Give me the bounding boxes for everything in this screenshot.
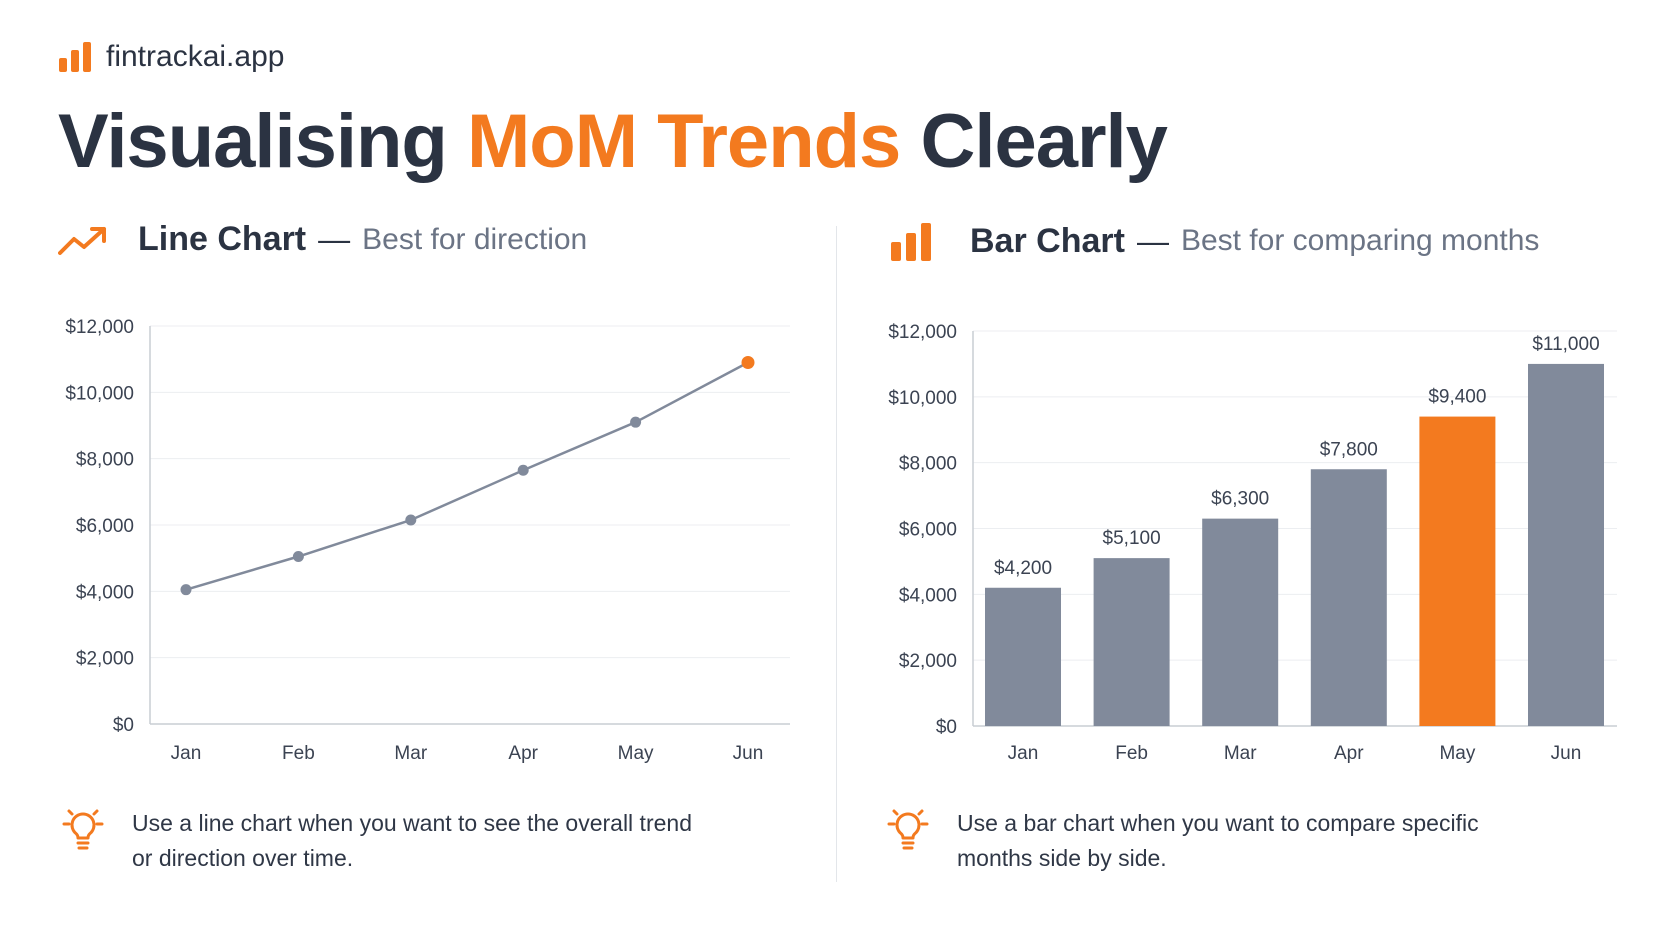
line-chart-subtitle: Best for direction xyxy=(362,222,588,256)
bar-chart-icon xyxy=(59,42,91,72)
bar-chart-x-label: Mar xyxy=(1224,743,1257,764)
bar-chart-subtitle: Best for comparing months xyxy=(1180,224,1540,257)
bar-chart-y-tick-label: $10,000 xyxy=(888,388,957,409)
bar-chart-x-label: Feb xyxy=(1115,743,1148,764)
bar-mar xyxy=(1202,518,1279,726)
title-part-1: Visualising xyxy=(58,99,467,184)
bar-chart-icon xyxy=(891,223,931,261)
line-chart-x-label: May xyxy=(618,743,654,764)
line-chart-x-label: Apr xyxy=(508,743,538,764)
line-chart-y-tick-label: $6,000 xyxy=(76,516,134,537)
line-chart-point-feb xyxy=(292,551,304,563)
line-chart-point-jun xyxy=(741,355,755,369)
line-chart-x-label: Mar xyxy=(394,743,427,764)
bar-data-label: $4,200 xyxy=(994,558,1052,579)
bar-data-label: $6,300 xyxy=(1211,489,1269,510)
line-chart-y-tick-label: $12,000 xyxy=(65,317,134,338)
line-chart-point-apr xyxy=(517,464,529,476)
bar-data-label: $7,800 xyxy=(1320,439,1378,460)
line-chart-series-line xyxy=(185,361,749,591)
title-highlight: MoM Trends xyxy=(466,99,901,184)
brand-name: fintrackai.app xyxy=(106,40,285,73)
line-chart-point-may xyxy=(630,416,642,428)
line-chart-x-label: Feb xyxy=(282,743,315,764)
bar-chart-y-tick-label: $8,000 xyxy=(899,454,957,475)
line-chart-y-tick-label: $4,000 xyxy=(76,582,134,603)
line-chart-dash: — xyxy=(318,221,351,257)
bar-chart-x-label: Jan xyxy=(1008,743,1039,764)
bar-chart-x-label: Apr xyxy=(1334,743,1364,764)
page-title: Visualising MoM Trends Clearly xyxy=(58,98,1168,185)
bar-chart-y-tick-label: $2,000 xyxy=(899,651,957,672)
bar-data-label: $9,400 xyxy=(1428,387,1486,408)
bar-chart-title: Bar Chart xyxy=(970,221,1125,260)
line-chart-point-jan xyxy=(180,584,192,596)
line-chart-tip: Use a line chart when you want to see th… xyxy=(60,806,692,876)
bar-may xyxy=(1419,416,1496,726)
brand: fintrackai.app xyxy=(58,40,284,74)
line-chart-y-tick-label: $2,000 xyxy=(76,649,134,670)
trend-up-icon xyxy=(58,226,106,255)
line-chart-x-label: Jun xyxy=(733,743,764,764)
line-chart-y-tick-label: $0 xyxy=(113,715,134,736)
bar-apr xyxy=(1310,469,1387,726)
bar-data-label: $5,100 xyxy=(1103,528,1161,549)
bar-chart-y-tick-label: $4,000 xyxy=(899,585,957,606)
bar-jan xyxy=(985,587,1061,726)
bar-chart-x-label: May xyxy=(1439,743,1475,764)
bar-chart-tip: Use a bar chart when you want to compare… xyxy=(885,806,1517,876)
line-chart-tip-text: Use a line chart when you want to see th… xyxy=(132,810,692,871)
bar-chart-y-tick-label: $12,000 xyxy=(888,322,957,343)
line-chart-x-label: Jan xyxy=(171,743,202,764)
bar-chart-x-label: Jun xyxy=(1551,743,1582,764)
bar-chart-tip-text: Use a bar chart when you want to compare… xyxy=(957,810,1479,871)
panel-divider xyxy=(836,226,837,882)
line-chart-title: Line Chart xyxy=(138,220,307,258)
bar-feb xyxy=(1093,558,1170,726)
lightbulb-icon xyxy=(62,809,104,850)
bar-chart-dash: — xyxy=(1136,222,1169,259)
line-chart-header: Line Chart — Best for direction xyxy=(58,220,587,259)
bar-chart-y-tick-label: $0 xyxy=(936,717,957,738)
line-chart-y-tick-label: $8,000 xyxy=(76,450,134,471)
bar-data-label: $11,000 xyxy=(1532,334,1599,355)
title-part-2: Clearly xyxy=(900,99,1167,184)
lightbulb-icon xyxy=(887,809,929,850)
bar-jun xyxy=(1528,363,1604,726)
bar-chart-y-tick-label: $6,000 xyxy=(899,520,957,541)
line-chart-point-mar xyxy=(405,514,417,526)
line-chart-y-tick-label: $10,000 xyxy=(65,383,134,404)
bar-chart-header: Bar Chart — Best for comparing months xyxy=(890,220,1539,262)
